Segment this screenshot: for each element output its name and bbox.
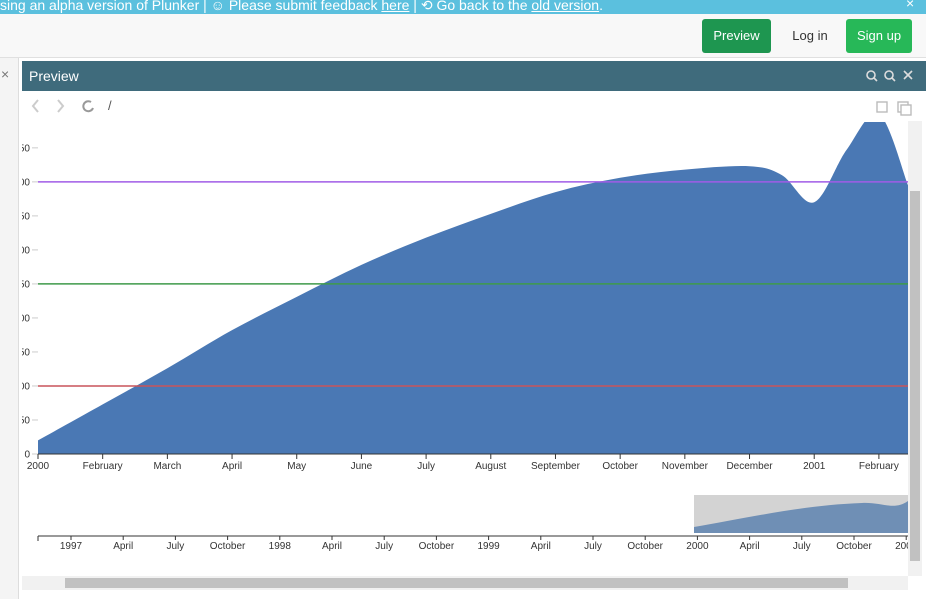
- navigator-label: 1998: [269, 541, 292, 552]
- area: [38, 122, 908, 454]
- x-tick-label: 2000: [27, 461, 50, 472]
- x-tick-label: February: [83, 461, 123, 472]
- navigator-label: 2001: [895, 541, 918, 552]
- navigator-label: October: [836, 541, 872, 552]
- notice: sing an alpha version of Plunker | ☺ Ple…: [0, 0, 603, 12]
- y-tick-label: 150: [22, 347, 30, 358]
- navigator-label: April: [531, 541, 551, 552]
- navigator-label: April: [740, 541, 760, 552]
- notice-bar: sing an alpha version of Plunker | ☺ Ple…: [0, 0, 926, 14]
- chart: 0 50 100 150 200 250 300 350 400 450 2000 February M…: [22, 121, 922, 590]
- navigator-label: July: [375, 541, 393, 552]
- x-tick-label: March: [153, 461, 181, 472]
- x-tick-label: June: [351, 461, 373, 472]
- navigator-label: October: [419, 541, 455, 552]
- sidebar: ×: [0, 58, 19, 599]
- x-tick-label: April: [222, 461, 242, 472]
- panel-icons[interactable]: [866, 69, 916, 85]
- y-tick-label: 200: [22, 313, 30, 324]
- v-scroll-thumb[interactable]: [910, 191, 920, 561]
- url-bar: /: [22, 91, 926, 121]
- close-icon[interactable]: ×: [906, 0, 915, 11]
- plot-area: [38, 122, 908, 454]
- navbar: Preview Log in Sign up: [0, 14, 926, 58]
- y-tick-label: 0: [24, 450, 30, 461]
- h-scroll-thumb[interactable]: [65, 578, 848, 588]
- navigator-label: October: [210, 541, 246, 552]
- login-button[interactable]: Log in: [792, 28, 828, 43]
- x-tick-label: July: [417, 461, 435, 472]
- navigator-label: July: [167, 541, 185, 552]
- y-tick-label: 50: [22, 415, 30, 426]
- signup-button[interactable]: Sign up: [846, 19, 912, 53]
- y-tick-label: 100: [22, 381, 30, 392]
- navigator-label: July: [793, 541, 811, 552]
- nav-arrows[interactable]: [28, 91, 108, 121]
- notice-text: sing an alpha version of Plunker | ☺ Ple…: [0, 0, 382, 13]
- x-tick-label: 2001: [803, 461, 826, 472]
- notice-text: | ⟲ Go back to the: [409, 0, 532, 13]
- navigator-label: April: [322, 541, 342, 552]
- x-tick-label: September: [531, 461, 581, 472]
- navigator-label: 1999: [477, 541, 500, 552]
- old-version-link[interactable]: old version: [531, 0, 600, 13]
- navigator-label: 1997: [60, 541, 83, 552]
- panel-header: Preview: [22, 61, 926, 91]
- y-tick-label: 350: [22, 211, 30, 222]
- feedback-link[interactable]: here: [381, 0, 410, 13]
- view-icons[interactable]: [874, 99, 914, 119]
- navigator-label: April: [113, 541, 133, 552]
- navigator-label: October: [627, 541, 663, 552]
- x-tick-label: February: [859, 461, 899, 472]
- y-tick-label: 250: [22, 279, 30, 290]
- y-tick-label: 400: [22, 177, 30, 188]
- x-tick-label: October: [602, 461, 638, 472]
- preview-button[interactable]: Preview: [702, 19, 771, 53]
- navigator-label: 2000: [686, 541, 709, 552]
- x-tick-label: August: [475, 461, 506, 472]
- notice-text: .: [599, 0, 603, 13]
- y-tick-label: 300: [22, 245, 30, 256]
- x-tick-label: May: [287, 461, 306, 472]
- x-tick-label: November: [662, 461, 709, 472]
- panel-title: Preview: [29, 68, 79, 84]
- y-tick-label: 450: [22, 143, 30, 154]
- navigator-label: July: [584, 541, 602, 552]
- url-text: /: [108, 98, 112, 113]
- navigator-area: [694, 501, 908, 533]
- x-tick-label: December: [726, 461, 773, 472]
